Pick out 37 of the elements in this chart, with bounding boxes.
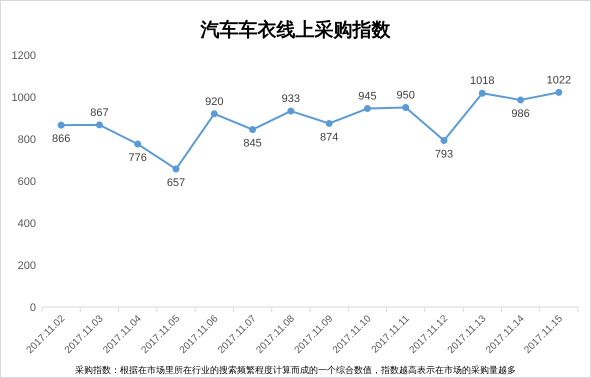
data-label: 933 bbox=[282, 93, 300, 106]
data-label: 945 bbox=[358, 90, 377, 103]
y-tick-label: 0 bbox=[30, 302, 36, 314]
data-label: 950 bbox=[396, 90, 415, 102]
data-label: 845 bbox=[243, 138, 262, 150]
point bbox=[172, 166, 180, 173]
point bbox=[555, 88, 562, 96]
data-label: 986 bbox=[511, 108, 530, 120]
data-label: 657 bbox=[166, 177, 186, 190]
data-label: 920 bbox=[205, 96, 224, 108]
y-tick-label: 400 bbox=[18, 218, 36, 230]
data-label: 867 bbox=[90, 106, 109, 119]
point bbox=[249, 126, 256, 134]
y-tick-label: 1200 bbox=[12, 50, 36, 62]
chart-title: 汽车车衣线上采购指数 bbox=[200, 19, 392, 41]
text: 采购指数：根据在市场里所在行业的搜索频繁程度计算而成的一个综合数值，指数越高表示在市场的采购量越多 bbox=[75, 365, 516, 375]
y-tick-label: 200 bbox=[18, 260, 36, 272]
data-label: 874 bbox=[320, 131, 338, 144]
point bbox=[326, 120, 333, 127]
point bbox=[287, 108, 294, 115]
data-label: 776 bbox=[128, 152, 147, 164]
y-tick-label: 600 bbox=[18, 176, 36, 188]
data-label: 866 bbox=[52, 133, 70, 146]
data-label: 1022 bbox=[546, 74, 572, 86]
point bbox=[478, 90, 486, 97]
point bbox=[210, 110, 218, 118]
point bbox=[402, 104, 410, 111]
point bbox=[96, 121, 103, 128]
y-tick-label: 1000 bbox=[12, 92, 36, 104]
point bbox=[134, 140, 142, 148]
point bbox=[517, 96, 524, 104]
point bbox=[364, 105, 371, 112]
data-label: 1018 bbox=[470, 75, 495, 88]
point bbox=[440, 136, 448, 144]
data-label: 793 bbox=[434, 148, 454, 160]
point bbox=[58, 122, 65, 129]
y-tick-label: 800 bbox=[18, 134, 36, 146]
